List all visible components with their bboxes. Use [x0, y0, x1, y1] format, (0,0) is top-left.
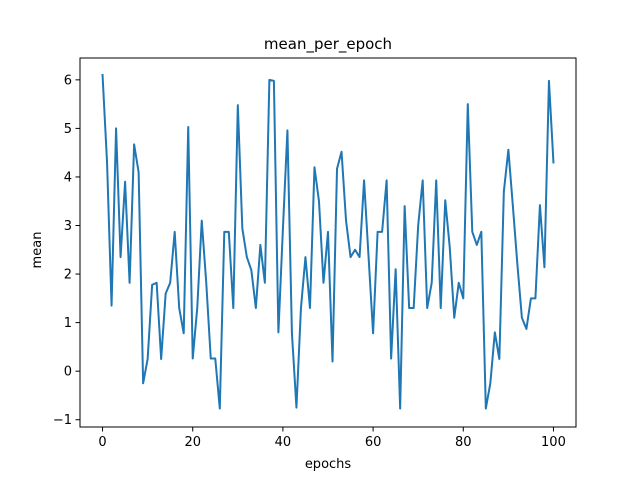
y-tick-label: 1 [64, 316, 72, 331]
x-tick-label: 20 [184, 435, 201, 450]
x-axis-ticks: 0 20 40 60 80 100 [98, 427, 566, 450]
y-tick-label: 0 [64, 365, 72, 380]
series-layer [101, 73, 555, 410]
x-axis-label: epochs [305, 457, 352, 472]
y-tick-label: 6 [64, 73, 72, 88]
x-tick-label: 80 [455, 435, 472, 450]
y-tick-label: 3 [64, 219, 72, 234]
chart-title: mean_per_epoch [264, 35, 392, 54]
y-tick-label: −1 [53, 413, 72, 428]
y-tick-label: 4 [64, 170, 72, 185]
plot-frame [79, 57, 577, 428]
y-axis-ticks: −1 0 1 2 3 4 5 6 [53, 73, 80, 428]
series-line [101, 73, 555, 410]
x-tick-label: 40 [275, 435, 292, 450]
y-axis-label: mean [30, 232, 45, 269]
x-tick-label: 100 [541, 435, 566, 450]
x-tick-label: 60 [365, 435, 382, 450]
y-tick-label: 5 [64, 122, 72, 137]
y-tick-label: 2 [64, 268, 72, 283]
x-tick-label: 0 [98, 435, 106, 450]
